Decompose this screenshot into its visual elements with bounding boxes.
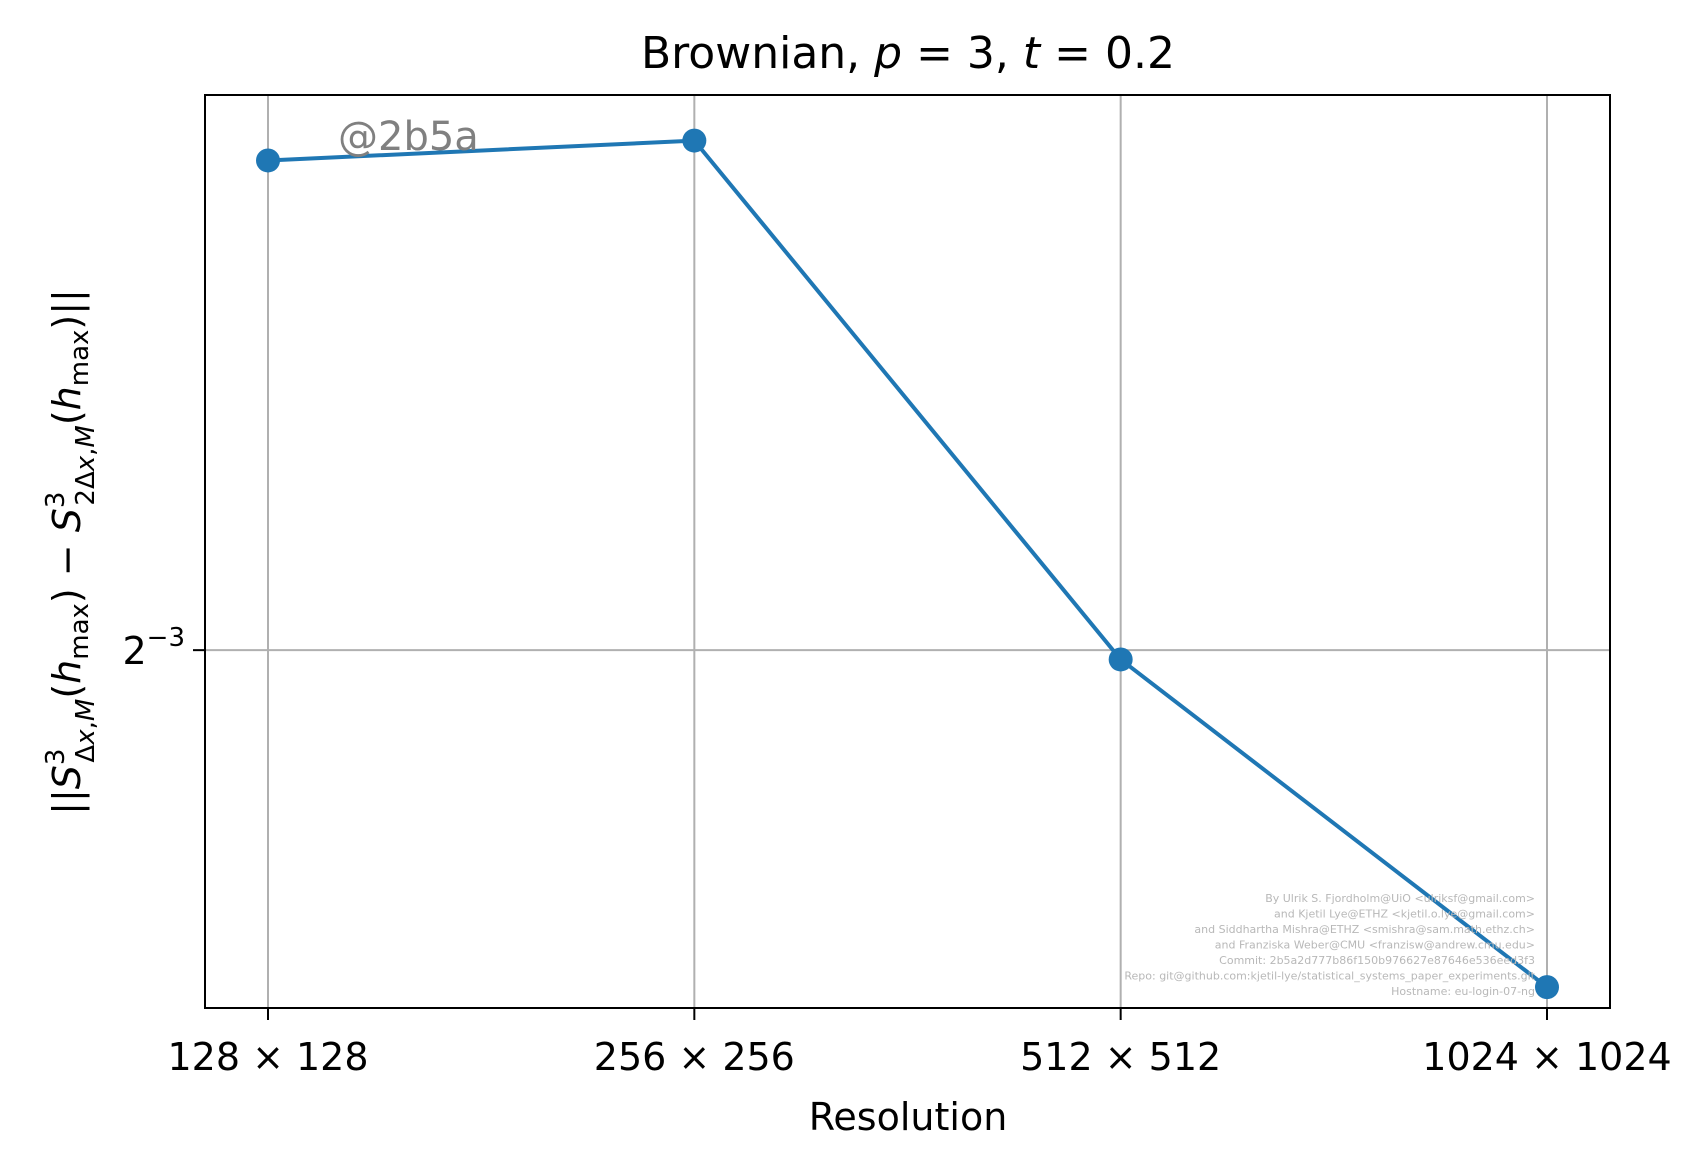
credit-line: Repo: git@github.com:kjetil-lye/statisti… — [1124, 970, 1535, 983]
credit-line: and Franziska Weber@CMU <franzisw@andrew… — [1215, 939, 1535, 952]
x-tick-label: 128 × 128 — [167, 1035, 368, 1079]
credit-line: and Kjetil Lye@ETHZ <kjetil.o.lye@gmail.… — [1274, 908, 1535, 921]
credits-watermark: By Ulrik S. Fjordholm@UiO <ulriksf@gmail… — [1124, 892, 1535, 998]
data-point — [1535, 975, 1559, 1000]
data-point — [682, 128, 707, 153]
x-tick-label: 512 × 512 — [1020, 1035, 1221, 1079]
axis-ticks: 128 × 128 256 × 256 512 × 512 1024 × 1024 2−… — [122, 623, 1671, 1079]
y-axis-label: ||S3Δx,M(hmax) − S32Δx,M(hmax)|| — [41, 289, 101, 815]
title-t-value: = 0.2 — [1040, 28, 1175, 79]
x-axis-label: Resolution — [809, 1095, 1008, 1139]
commit-annotation: @2b5a — [338, 114, 479, 160]
chart-title: Brownian, p = 3, t = 0.2 — [641, 28, 1175, 79]
x-tick-label: 256 × 256 — [594, 1035, 795, 1079]
title-p-variable: p — [873, 28, 902, 79]
series-layer — [256, 128, 1559, 1000]
credit-line: By Ulrik S. Fjordholm@UiO <ulriksf@gmail… — [1265, 892, 1535, 905]
credit-line: Hostname: eu-login-07-ng — [1391, 985, 1535, 998]
title-prefix: Brownian, — [641, 28, 874, 79]
plot-frame — [204, 94, 1611, 1009]
credit-line: and Siddhartha Mishra@ETHZ <smishra@sam.… — [1194, 923, 1535, 936]
grid-lines — [205, 95, 1610, 1008]
data-point — [1108, 647, 1133, 672]
series-line — [267, 138, 1549, 989]
data-point — [256, 148, 280, 173]
y-tick-label: 2−3 — [122, 623, 185, 673]
title-t-variable: t — [1023, 28, 1042, 79]
x-tick-label: 1024 × 1024 — [1422, 1035, 1671, 1079]
title-p-value: = 3, — [902, 28, 1023, 79]
credit-line: Commit: 2b5a2d777b86f150b976627e87646e53… — [1219, 954, 1535, 967]
